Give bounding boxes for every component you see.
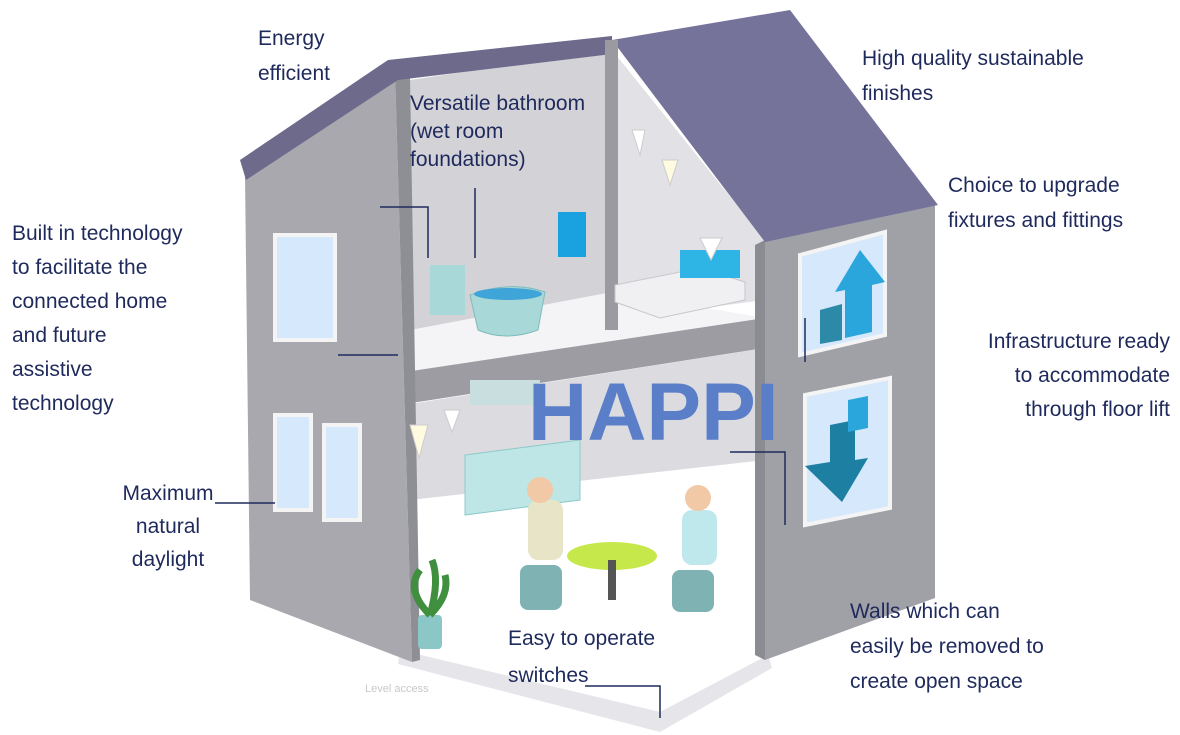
callout-text: technology [12,392,114,415]
towel [558,212,586,257]
callout-text: Easy to operate [508,627,655,650]
window [800,232,885,355]
callout-text: finishes [862,82,933,105]
callout-text: Infrastructure ready [988,330,1171,353]
table-leg [608,560,616,600]
callout-text: create open space [850,670,1023,693]
person-head [527,477,553,503]
callout-text: assistive [12,358,93,381]
callout-text: connected home [12,290,167,313]
level-access-note: Level access [365,683,429,695]
person [528,500,563,560]
plant-pot [418,615,442,649]
window [324,425,360,520]
callout-text: Choice to upgrade [948,174,1120,197]
callout-text: switches [508,664,589,687]
callout-text: foundations) [410,148,526,171]
callout-text: daylight [132,548,205,571]
house-illustration: Energy efficient High quality sustainable f… [0,0,1180,735]
callout-text: to accommodate [1015,364,1170,387]
bath-water [474,288,542,300]
callout-text: Versatile bathroom [410,92,585,115]
happi-title: HAPPI [528,367,779,458]
person [682,510,717,565]
callout-text: Built in technology [12,222,183,245]
callout-text: Walls which can [850,600,1000,623]
lift-block [848,396,868,432]
callout-text: Maximum [122,482,213,505]
callout-text: easily be removed to [850,635,1044,658]
callout-text: to facilitate the [12,256,147,279]
lift-block [820,304,842,344]
callout-text: fixtures and fittings [948,209,1123,232]
callout-text: through floor lift [1025,398,1170,421]
person-head [685,485,711,511]
window [275,235,335,340]
callout-text: (wet room [410,120,503,143]
stool [672,570,714,612]
callout-text: natural [136,515,200,538]
callout-text: High quality sustainable [862,47,1084,70]
window [275,415,311,510]
callout-text: efficient [258,62,330,85]
stool [520,565,562,610]
page: Energy efficient High quality sustainable f… [0,0,1180,735]
callout-text: Energy [258,27,325,50]
basin-unit [430,265,465,315]
callout-text: and future [12,324,107,347]
